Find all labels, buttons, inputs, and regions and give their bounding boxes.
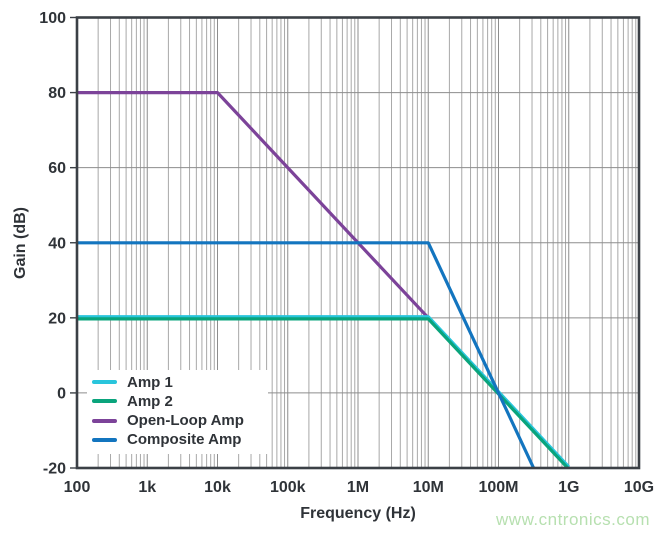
x-tick-label: 1M (347, 479, 369, 496)
series-line-amp-2 (77, 317, 570, 468)
x-tick-label: 1k (138, 479, 156, 496)
legend-label-open-loop-amp: Open-Loop Amp (127, 412, 244, 430)
x-tick-label: 100 (64, 479, 91, 496)
y-tick-label: 100 (39, 10, 66, 27)
legend-swatch-amp-1 (92, 380, 117, 384)
y-tick-label: 80 (48, 85, 66, 102)
legend-label-composite-amp: Composite Amp (127, 431, 242, 449)
x-tick-label: 1G (558, 479, 579, 496)
legend-item-amp-1: Amp 1 (87, 373, 268, 391)
x-axis-title: Frequency (Hz) (300, 505, 416, 522)
legend: Amp 1 Amp 2 Open-Loop Amp Composite Amp (87, 370, 268, 454)
y-tick-label: 0 (57, 385, 66, 402)
legend-label-amp-2: Amp 2 (127, 392, 173, 410)
legend-item-composite-amp: Composite Amp (87, 431, 268, 449)
y-tick-label: 20 (48, 310, 66, 327)
legend-label-amp-1: Amp 1 (127, 373, 173, 391)
x-tick-label: 10k (204, 479, 231, 496)
legend-item-open-loop-amp: Open-Loop Amp (87, 412, 268, 430)
y-tick-label: 60 (48, 160, 66, 177)
series-line-composite-amp (77, 241, 536, 468)
y-tick-label: -20 (43, 461, 66, 478)
y-tick-label: 40 (48, 235, 66, 252)
legend-item-amp-2: Amp 2 (87, 392, 268, 410)
x-tick-label: 10M (413, 479, 444, 496)
x-tick-label: 10G (624, 479, 654, 496)
legend-swatch-open-loop-amp (92, 418, 117, 423)
x-tick-label: 100M (478, 479, 518, 496)
watermark: www.cntronics.com (496, 510, 650, 529)
y-axis-title: Gain (dB) (12, 207, 29, 279)
legend-swatch-amp-2 (92, 399, 117, 404)
x-tick-label: 100k (270, 479, 306, 496)
legend-swatch-composite-amp (92, 437, 117, 442)
